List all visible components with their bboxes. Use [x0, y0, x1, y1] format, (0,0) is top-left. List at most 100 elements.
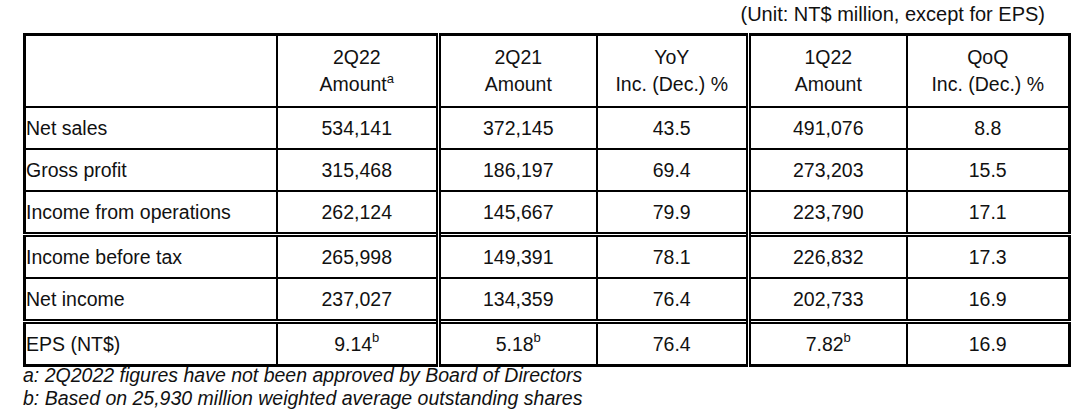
table-cell: 8.8: [907, 107, 1070, 149]
header-row: 2Q22 Amounta 2Q21 Amount YoY Inc. (Dec.)…: [25, 35, 1070, 108]
footnote-marker-b: b: [372, 330, 379, 345]
table-row: Income before tax 265,998 149,391 78.1 226,8…: [25, 235, 1070, 279]
table-cell: 15.5: [907, 149, 1070, 191]
cell-value: 15.5: [969, 159, 1007, 181]
row-label: Income before tax: [25, 235, 277, 279]
table-cell: 43.5: [597, 107, 749, 149]
table-body: Net sales 534,141 372,145 43.5 491,076 8.8 Gro…: [25, 107, 1070, 366]
table-cell: 145,667: [439, 191, 597, 235]
table-cell: 202,733: [749, 278, 907, 322]
cell-value: 5.18: [496, 333, 534, 355]
footnotes: a: 2Q2022 figures have not been approved…: [23, 364, 582, 410]
header-cell-empty: [25, 35, 277, 108]
table-cell: 237,027: [277, 278, 439, 322]
header-line-measure: Amounta: [278, 71, 437, 98]
table-cell: 69.4: [597, 149, 749, 191]
header-line-measure: Inc. (Dec.) %: [908, 71, 1069, 98]
row-label: Net income: [25, 278, 277, 322]
table-cell: 17.1: [907, 191, 1070, 235]
cell-value: 16.9: [969, 333, 1007, 355]
header-cell-2q21: 2Q21 Amount: [439, 35, 597, 108]
table-cell: 315,468: [277, 149, 439, 191]
header-cell-yoy: YoY Inc. (Dec.) %: [597, 35, 749, 108]
cell-value: 491,076: [793, 117, 864, 139]
cell-value: 16.9: [969, 288, 1007, 310]
table-row: Net sales 534,141 372,145 43.5 491,076 8.8: [25, 107, 1070, 149]
header-cell-2q22: 2Q22 Amounta: [277, 35, 439, 108]
table-cell: 16.9: [907, 322, 1070, 366]
cell-value: 202,733: [793, 288, 864, 310]
table-row: EPS (NT$)9.14b5.18b76.47.82b16.9: [25, 322, 1070, 366]
cell-value: 17.1: [969, 201, 1007, 223]
table-cell: 76.4: [597, 278, 749, 322]
cell-value: 534,141: [322, 117, 393, 139]
table-cell: 223,790: [749, 191, 907, 235]
cell-value: 9.14: [334, 333, 372, 355]
cell-value: 134,359: [483, 288, 554, 310]
header-line-measure: Amount: [751, 71, 906, 98]
cell-value: 226,832: [793, 246, 864, 268]
table-row: Income from operations 262,124 145,667 79.9…: [25, 191, 1070, 235]
cell-value: 145,667: [483, 201, 554, 223]
unit-label: (Unit: NT$ million, except for EPS): [740, 3, 1045, 26]
footnote-marker-b: b: [534, 330, 541, 345]
cell-value: 186,197: [483, 159, 554, 181]
financial-results-table: 2Q22 Amounta 2Q21 Amount YoY Inc. (Dec.)…: [23, 33, 1071, 367]
table-cell: 534,141: [277, 107, 439, 149]
table-cell: 273,203: [749, 149, 907, 191]
table-cell: 9.14b: [277, 322, 439, 366]
row-label: Income from operations: [25, 191, 277, 235]
cell-value: 69.4: [653, 159, 691, 181]
cell-value: 43.5: [653, 117, 691, 139]
row-label: Gross profit: [25, 149, 277, 191]
header-line-measure: Inc. (Dec.) %: [598, 71, 747, 98]
cell-value: 372,145: [483, 117, 554, 139]
table-cell: 134,359: [439, 278, 597, 322]
cell-value: 262,124: [322, 201, 393, 223]
table-cell: 491,076: [749, 107, 907, 149]
cell-value: 79.9: [653, 201, 691, 223]
table-cell: 149,391: [439, 235, 597, 279]
footnote-marker-b: b: [844, 330, 851, 345]
header-line-period: 2Q22: [278, 44, 437, 71]
header-cell-qoq: QoQ Inc. (Dec.) %: [907, 35, 1070, 108]
row-label: EPS (NT$): [25, 322, 277, 366]
header-line-period: 1Q22: [751, 44, 906, 71]
cell-value: 17.3: [969, 246, 1007, 268]
footnote-marker-a: a: [387, 71, 394, 86]
header-line-measure: Amount: [441, 71, 596, 98]
table-header: 2Q22 Amounta 2Q21 Amount YoY Inc. (Dec.)…: [25, 35, 1070, 108]
table-cell: 7.82b: [749, 322, 907, 366]
table-cell: 186,197: [439, 149, 597, 191]
cell-value: 315,468: [322, 159, 393, 181]
cell-value: 273,203: [793, 159, 864, 181]
table-cell: 16.9: [907, 278, 1070, 322]
cell-value: 78.1: [653, 246, 691, 268]
cell-value: 223,790: [793, 201, 864, 223]
table-cell: 265,998: [277, 235, 439, 279]
cell-value: 76.4: [653, 288, 691, 310]
table-cell: 226,832: [749, 235, 907, 279]
table-cell: 79.9: [597, 191, 749, 235]
cell-value: 149,391: [483, 246, 554, 268]
table-cell: 78.1: [597, 235, 749, 279]
footnote-a: a: 2Q2022 figures have not been approved…: [23, 364, 582, 387]
table-cell: 262,124: [277, 191, 439, 235]
header-cell-1q22: 1Q22 Amount: [749, 35, 907, 108]
cell-value: 8.8: [974, 117, 1001, 139]
cell-value: 76.4: [653, 333, 691, 355]
header-line-period: YoY: [598, 44, 747, 71]
cell-value: 237,027: [322, 288, 393, 310]
header-line-period: 2Q21: [441, 44, 596, 71]
header-line-period: QoQ: [908, 44, 1069, 71]
table-row: Gross profit 315,468 186,197 69.4 273,203 15.…: [25, 149, 1070, 191]
table-cell: 5.18b: [439, 322, 597, 366]
table-row: Net income 237,027 134,359 76.4 202,733 16.9: [25, 278, 1070, 322]
page: (Unit: NT$ million, except for EPS) 2Q22…: [0, 0, 1092, 420]
row-label: Net sales: [25, 107, 277, 149]
cell-value: 7.82: [806, 333, 844, 355]
table-cell: 17.3: [907, 235, 1070, 279]
table-cell: 372,145: [439, 107, 597, 149]
footnote-b: b: Based on 25,930 million weighted aver…: [23, 387, 582, 410]
cell-value: 265,998: [322, 246, 393, 268]
